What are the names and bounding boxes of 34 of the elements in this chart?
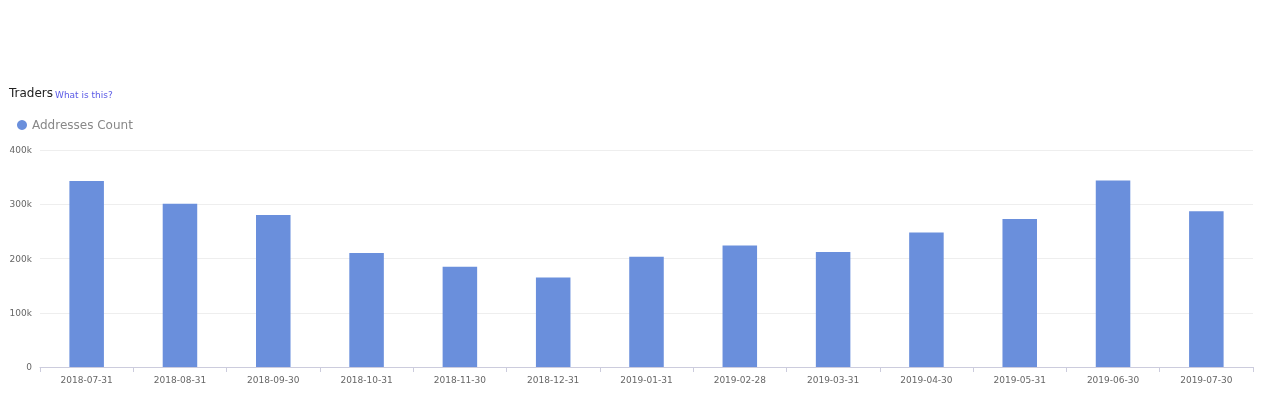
bar — [909, 232, 944, 367]
y-tick-label: 400k — [9, 145, 33, 155]
bar — [349, 253, 384, 367]
bar — [1002, 218, 1037, 367]
x-tick-label: 2018-12-31 — [527, 374, 580, 385]
bar — [442, 266, 478, 367]
bar — [256, 215, 291, 367]
legend-label: Addresses Count — [32, 118, 134, 132]
x-tick-label: 2018-10-31 — [340, 374, 393, 385]
bar — [1189, 211, 1224, 367]
x-tick-label: 2019-01-31 — [620, 374, 673, 385]
bar — [815, 251, 851, 367]
bar — [69, 180, 104, 367]
bar — [535, 277, 571, 367]
chart-title: Traders — [8, 86, 54, 100]
y-tick-label: 300k — [9, 199, 33, 210]
y-tick-label: 0 — [26, 362, 33, 372]
x-tick-label: 2019-03-31 — [806, 374, 860, 385]
x-tick-label: 2018-07-31 — [60, 374, 113, 385]
bar — [722, 245, 758, 367]
chart-subtitle: What is this? — [55, 89, 113, 100]
x-tick-label: 2018-08-31 — [153, 374, 207, 385]
x-tick-label: 2019-07-30 — [1180, 374, 1233, 385]
x-tick-label: 2019-06-30 — [1086, 374, 1140, 385]
y-tick-label: 200k — [9, 253, 33, 264]
x-tick-label: 2019-05-31 — [993, 374, 1046, 385]
x-tick-label: 2018-09-30 — [247, 374, 300, 385]
x-tick-label: 2018-11-30 — [433, 374, 487, 385]
bar — [1095, 180, 1131, 367]
bar — [629, 256, 664, 367]
y-tick-label: 100k — [9, 307, 33, 318]
x-tick-label: 2019-04-30 — [900, 374, 953, 385]
bar — [162, 203, 198, 367]
x-tick-label: 2019-02-28 — [713, 374, 767, 385]
